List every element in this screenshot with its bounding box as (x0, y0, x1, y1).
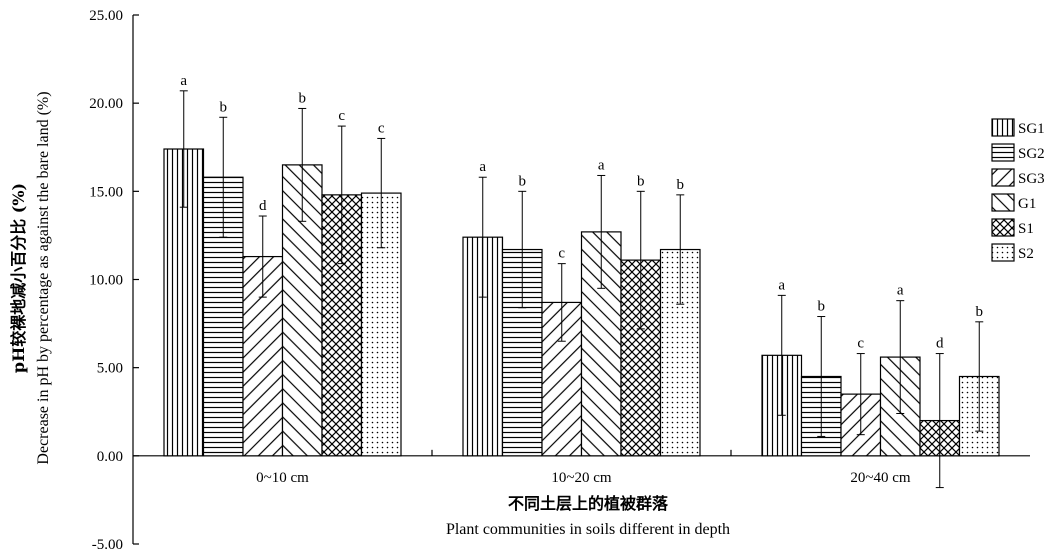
significance-letter: c (857, 336, 864, 352)
y-tick-label: 20.00 (89, 96, 123, 112)
significance-letter: b (637, 173, 645, 189)
significance-letter: b (818, 299, 826, 315)
significance-letters: a b d b c c a b c a b b a b c a d b (180, 73, 983, 352)
significance-letter: c (558, 246, 565, 262)
y-axis-title-en: Decrease in pH by percentage as against … (35, 91, 52, 464)
legend-label-s2: S2 (1018, 246, 1034, 262)
significance-letter: d (936, 336, 944, 352)
legend-swatch-sg1 (991, 118, 1015, 137)
y-tick-label: 10.00 (89, 273, 123, 289)
y-tick-label: -5.00 (92, 537, 123, 553)
legend-swatch-s2 (991, 243, 1015, 262)
significance-letter: a (598, 157, 605, 173)
legend-label-sg3: SG3 (1018, 171, 1045, 187)
significance-letter: b (220, 99, 228, 115)
legend-swatch-sg3 (991, 168, 1015, 187)
significance-letter: a (897, 283, 904, 299)
x-axis-title-en: Plant communities in soils different in … (446, 521, 730, 538)
legend-swatch-s1 (991, 218, 1015, 237)
legend-swatch-sg2 (991, 143, 1015, 162)
significance-letter: c (338, 108, 345, 124)
y-tick-label: 15.00 (89, 184, 123, 200)
error-bars (179, 90, 984, 489)
significance-letter: a (479, 159, 486, 175)
x-axis-title-cn: 不同土层上的植被群落 (508, 494, 669, 513)
x-tick-label: 10~20 cm (551, 470, 612, 486)
significance-letter: c (378, 120, 385, 136)
legend-label-sg2: SG2 (1018, 146, 1045, 162)
significance-letter: b (519, 173, 527, 189)
x-tick-label: 20~40 cm (850, 470, 911, 486)
y-tick-label: 0.00 (97, 449, 123, 465)
significance-letter: a (778, 277, 785, 293)
legend-label-sg1: SG1 (1018, 121, 1045, 137)
y-tick-label: 5.00 (97, 361, 123, 377)
legend-label-g1: G1 (1018, 196, 1036, 212)
significance-letter: d (259, 198, 267, 214)
bars (163, 148, 1000, 457)
significance-letter: b (677, 177, 685, 193)
legend-label-s1: S1 (1018, 221, 1034, 237)
legend: SG1 SG2 SG3 G1 S1 S2 (991, 118, 1045, 262)
y-axis-title-cn: pH较裸地减小百分比 (%) (9, 183, 28, 373)
significance-letter: b (976, 304, 984, 320)
significance-letter: a (180, 73, 187, 89)
legend-swatch-g1 (991, 193, 1015, 212)
significance-letter: b (299, 90, 307, 106)
y-tick-label: 25.00 (89, 8, 123, 24)
x-tick-label: 0~10 cm (256, 470, 309, 486)
